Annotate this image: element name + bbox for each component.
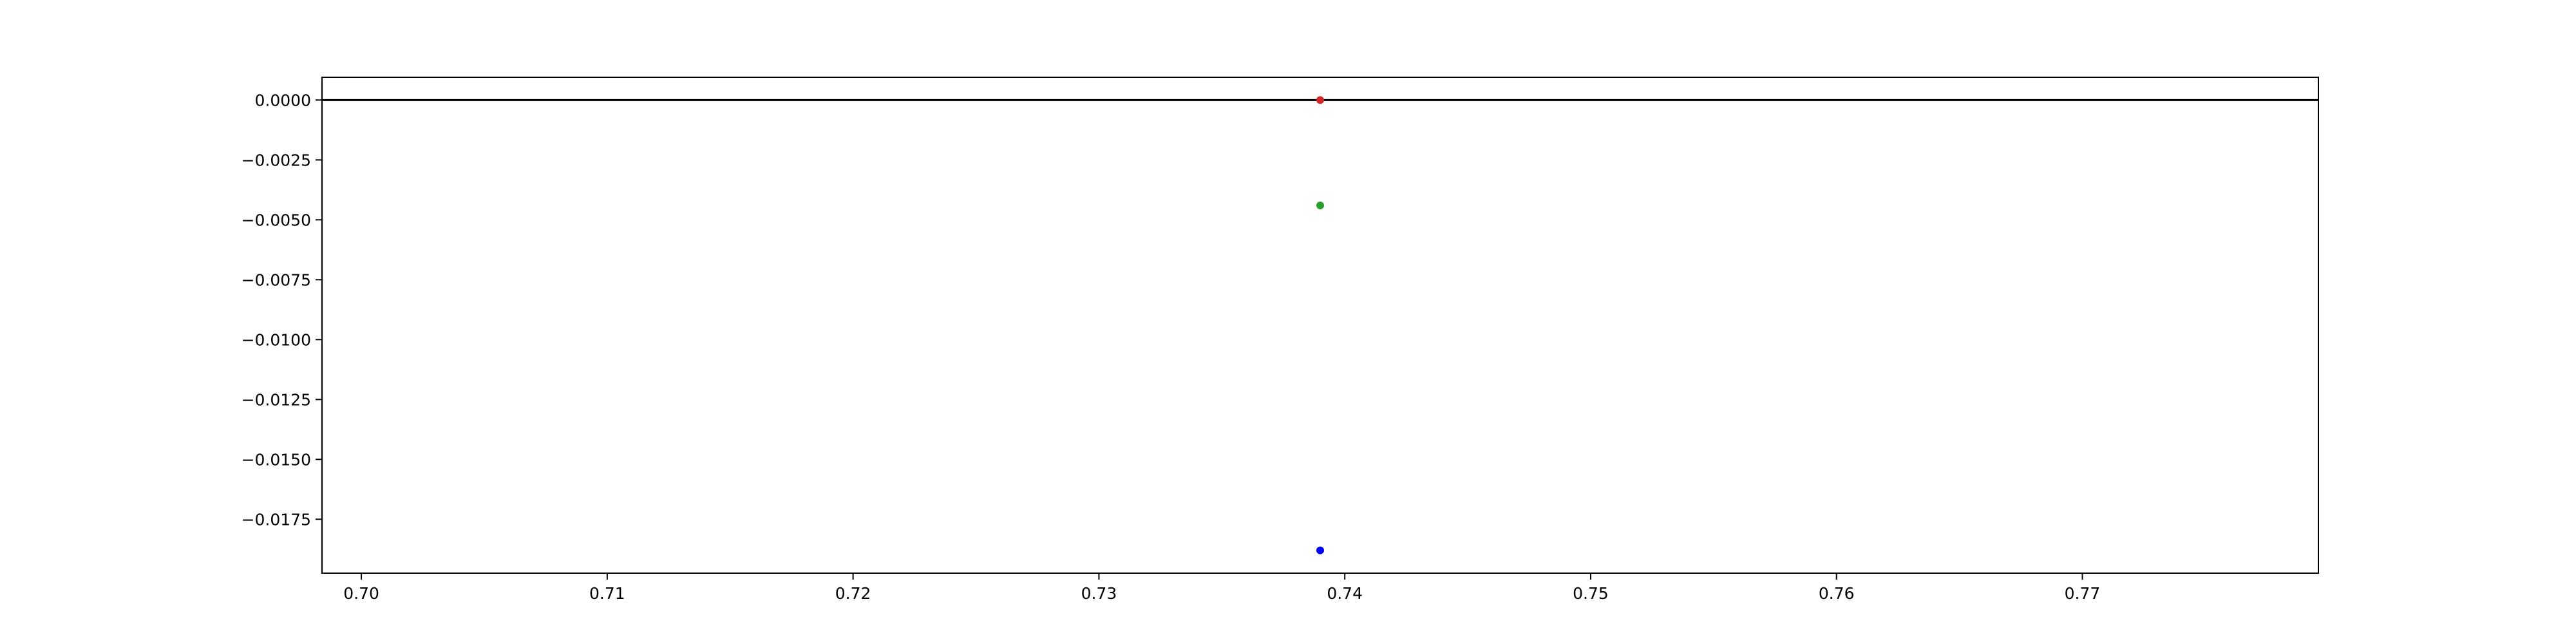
plot-frame (321, 77, 2319, 574)
y-tick-label: −0.0125 (242, 390, 311, 409)
y-tick-label: −0.0175 (242, 510, 311, 529)
x-tick-label: 0.70 (343, 584, 379, 603)
y-tick-label: −0.0050 (242, 211, 311, 229)
x-tick-label: 0.74 (1327, 584, 1363, 603)
y-tick-label: 0.0000 (255, 91, 311, 109)
plot-area (322, 77, 2318, 573)
y-tick-label: −0.0025 (242, 151, 311, 169)
x-tick-label: 0.77 (2065, 584, 2101, 603)
y-tick-label: −0.0100 (242, 330, 311, 349)
data-point-series-0 (1316, 96, 1324, 104)
data-point-series-2 (1316, 546, 1324, 554)
x-tick-label: 0.71 (589, 584, 625, 603)
x-tick-label: 0.76 (1819, 584, 1855, 603)
x-axis: 0.70 0.71 0.72 0.73 0.74 0.75 0.76 0.77 (343, 573, 2100, 603)
x-tick-label: 0.72 (835, 584, 871, 603)
y-axis: 0.0000 −0.0025 −0.0050 −0.0075 −0.0100 −0.012… (242, 91, 322, 529)
x-tick-label: 0.73 (1081, 584, 1117, 603)
y-tick-label: −0.0150 (242, 450, 311, 469)
data-point-series-1 (1316, 202, 1324, 210)
x-tick-label: 0.75 (1573, 584, 1609, 603)
y-tick-label: −0.0075 (242, 270, 311, 289)
data-points (1316, 96, 1324, 554)
